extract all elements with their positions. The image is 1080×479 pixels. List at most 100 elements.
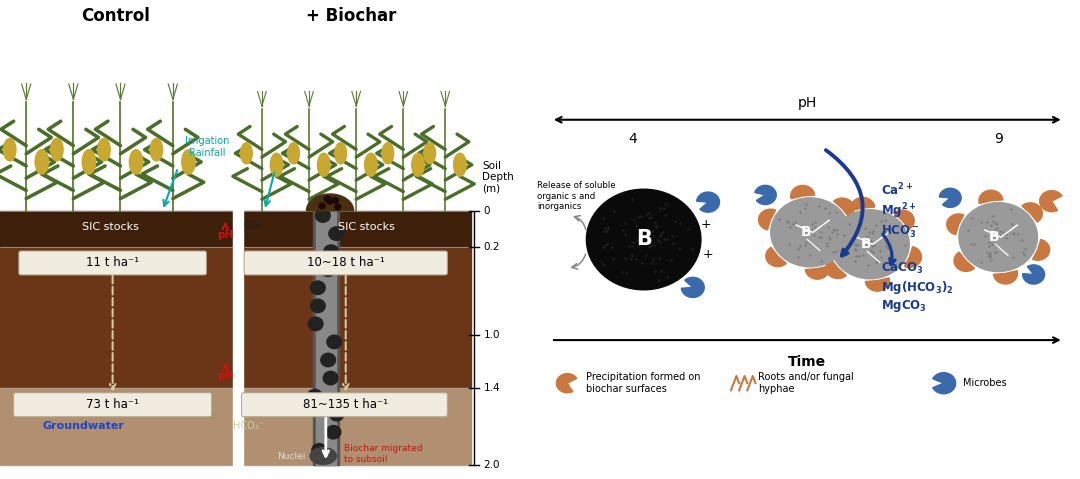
Wedge shape [904,247,921,267]
Ellipse shape [98,138,110,161]
Circle shape [586,189,701,290]
Text: 81~135 t ha⁻¹: 81~135 t ha⁻¹ [303,398,389,411]
Ellipse shape [3,138,16,161]
Ellipse shape [130,150,143,174]
Text: 1.0: 1.0 [484,331,500,340]
Circle shape [327,335,341,349]
Wedge shape [826,259,847,278]
Text: 0.2: 0.2 [484,242,500,251]
Ellipse shape [287,143,299,164]
Ellipse shape [382,143,394,164]
Text: Irrigation
Rainfall: Irrigation Rainfall [185,137,229,158]
Ellipse shape [318,153,330,176]
Circle shape [329,408,343,421]
FancyBboxPatch shape [244,251,447,275]
Ellipse shape [454,153,467,176]
Wedge shape [851,197,875,211]
Polygon shape [307,194,353,211]
Wedge shape [755,185,777,205]
Wedge shape [834,198,854,217]
FancyBboxPatch shape [242,393,447,417]
Circle shape [311,299,325,312]
Text: pH: pH [217,371,233,381]
Wedge shape [1022,203,1042,222]
Wedge shape [819,221,836,242]
Ellipse shape [270,153,283,176]
Circle shape [327,198,333,204]
Text: Release of soluble
organic s and
inorganics: Release of soluble organic s and inorgan… [538,182,616,211]
Circle shape [321,354,336,367]
FancyBboxPatch shape [14,393,212,417]
Text: 9: 9 [994,132,1002,146]
Ellipse shape [51,138,63,161]
Wedge shape [806,266,829,279]
Ellipse shape [181,150,195,174]
Wedge shape [954,252,974,271]
Circle shape [959,203,1038,272]
Wedge shape [1032,240,1050,260]
Text: B: B [988,230,999,244]
Wedge shape [940,188,961,207]
Wedge shape [758,209,775,230]
Text: 1.4: 1.4 [484,383,500,393]
Wedge shape [791,185,814,199]
Ellipse shape [241,143,253,164]
Bar [0,211,471,247]
Text: 11 t ha⁻¹: 11 t ha⁻¹ [86,256,139,269]
Text: Groundwater: Groundwater [43,422,125,431]
Text: pH: pH [798,96,816,110]
Wedge shape [978,190,1003,204]
Text: B: B [636,229,651,250]
Text: $\mathbf{Ca^{2+}}$
$\mathbf{Mg^{2+}}$
$\mathbf{HCO_3^-}$: $\mathbf{Ca^{2+}}$ $\mathbf{Mg^{2+}}$ $\… [881,182,919,240]
Wedge shape [947,214,963,235]
Circle shape [332,197,338,203]
Text: B: B [800,225,811,240]
Circle shape [324,196,330,202]
Ellipse shape [423,143,435,164]
Text: Biochar migrated
to subsoil: Biochar migrated to subsoil [345,445,422,464]
Wedge shape [994,271,1017,284]
Text: +: + [688,276,699,289]
Text: Control: Control [81,7,150,25]
Ellipse shape [310,447,336,465]
Text: Nuclei: Nuclei [278,453,306,461]
Circle shape [312,444,326,457]
Wedge shape [845,235,862,255]
Circle shape [308,389,322,403]
Ellipse shape [35,150,49,174]
Bar [315,211,336,465]
Text: SIC stocks: SIC stocks [82,222,138,231]
Circle shape [328,227,343,240]
Wedge shape [1023,265,1044,284]
Text: B: B [861,237,870,251]
Wedge shape [697,192,719,212]
Text: + Biochar: + Biochar [306,7,396,25]
Text: 4: 4 [629,132,637,146]
Circle shape [323,371,338,385]
Ellipse shape [411,153,424,176]
Circle shape [324,245,338,258]
Text: 0: 0 [484,206,490,216]
Text: $\mathbf{CaCO_3}$
$\mathbf{Mg(HCO_3)_2}$
$\mathbf{MgCO_3}$: $\mathbf{CaCO_3}$ $\mathbf{Mg(HCO_3)_2}$… [881,261,954,314]
Text: SIC stocks: SIC stocks [338,222,395,231]
Text: 73 t ha⁻¹: 73 t ha⁻¹ [86,398,139,411]
Wedge shape [766,247,786,266]
Text: Soil
Depth
(m): Soil Depth (m) [482,160,514,194]
Ellipse shape [335,143,347,164]
Wedge shape [681,277,704,297]
Wedge shape [1040,191,1062,212]
FancyBboxPatch shape [18,251,206,275]
Circle shape [335,204,341,210]
Circle shape [321,263,336,276]
Bar [0,247,471,388]
Wedge shape [933,373,956,394]
Wedge shape [865,278,889,291]
Text: 10~18 t ha⁻¹: 10~18 t ha⁻¹ [307,256,384,269]
Ellipse shape [82,150,96,174]
Circle shape [771,198,849,267]
Text: Time: Time [788,354,826,369]
Circle shape [315,209,330,222]
Circle shape [308,317,323,331]
Ellipse shape [150,138,163,161]
Wedge shape [556,374,577,393]
